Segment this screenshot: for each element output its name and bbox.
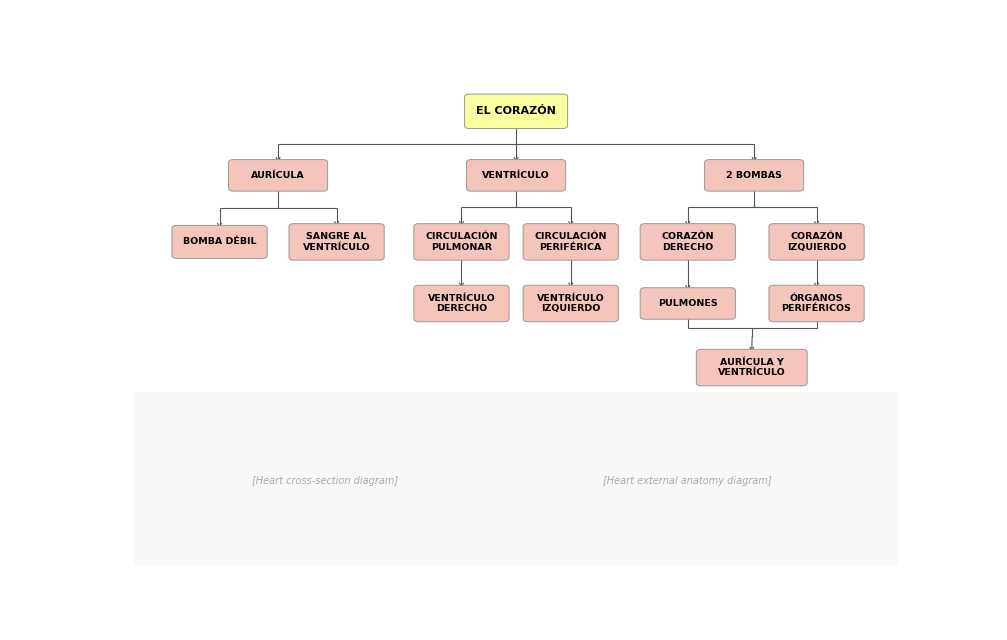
FancyBboxPatch shape — [523, 223, 618, 260]
Text: SANGRE AL
VENTRÍCULO: SANGRE AL VENTRÍCULO — [303, 232, 371, 252]
FancyBboxPatch shape — [466, 159, 566, 191]
Text: VENTRÍCULO
DERECHO: VENTRÍCULO DERECHO — [428, 294, 495, 313]
FancyBboxPatch shape — [523, 285, 618, 322]
Text: VENTRÍCULO
IZQUIERDO: VENTRÍCULO IZQUIERDO — [537, 294, 604, 313]
Text: AURÍCULA Y
VENTRÍCULO: AURÍCULA Y VENTRÍCULO — [718, 358, 785, 377]
FancyBboxPatch shape — [414, 223, 510, 260]
Text: PULMONES: PULMONES — [658, 299, 718, 308]
Text: EL CORAZÓN: EL CORAZÓN — [476, 106, 556, 116]
Text: VENTRÍCULO: VENTRÍCULO — [482, 171, 550, 180]
Text: 2 BOMBAS: 2 BOMBAS — [726, 171, 782, 180]
Text: AURÍCULA: AURÍCULA — [251, 171, 305, 180]
FancyBboxPatch shape — [697, 349, 808, 386]
FancyBboxPatch shape — [134, 392, 898, 564]
Text: ÓRGANOS
PERIFÉRICOS: ÓRGANOS PERIFÉRICOS — [781, 294, 852, 313]
Text: [Heart external anatomy diagram]: [Heart external anatomy diagram] — [603, 476, 772, 486]
FancyBboxPatch shape — [172, 225, 267, 259]
Text: [Heart cross-section diagram]: [Heart cross-section diagram] — [252, 476, 398, 486]
FancyBboxPatch shape — [640, 288, 735, 319]
FancyBboxPatch shape — [289, 223, 385, 260]
Text: BOMBA DÉBIL: BOMBA DÉBIL — [183, 237, 256, 246]
Text: CIRCULACIÓN
PULMONAR: CIRCULACIÓN PULMONAR — [425, 232, 497, 252]
FancyBboxPatch shape — [769, 285, 864, 322]
FancyBboxPatch shape — [414, 285, 510, 322]
FancyBboxPatch shape — [640, 223, 735, 260]
FancyBboxPatch shape — [229, 159, 327, 191]
FancyBboxPatch shape — [769, 223, 864, 260]
FancyBboxPatch shape — [464, 94, 568, 129]
Text: CORAZÓN
IZQUIERDO: CORAZÓN IZQUIERDO — [786, 232, 846, 252]
Text: CIRCULACIÓN
PERIFÉRICA: CIRCULACIÓN PERIFÉRICA — [535, 232, 607, 252]
Text: CORAZÓN
DERECHO: CORAZÓN DERECHO — [662, 232, 714, 252]
FancyBboxPatch shape — [705, 159, 804, 191]
